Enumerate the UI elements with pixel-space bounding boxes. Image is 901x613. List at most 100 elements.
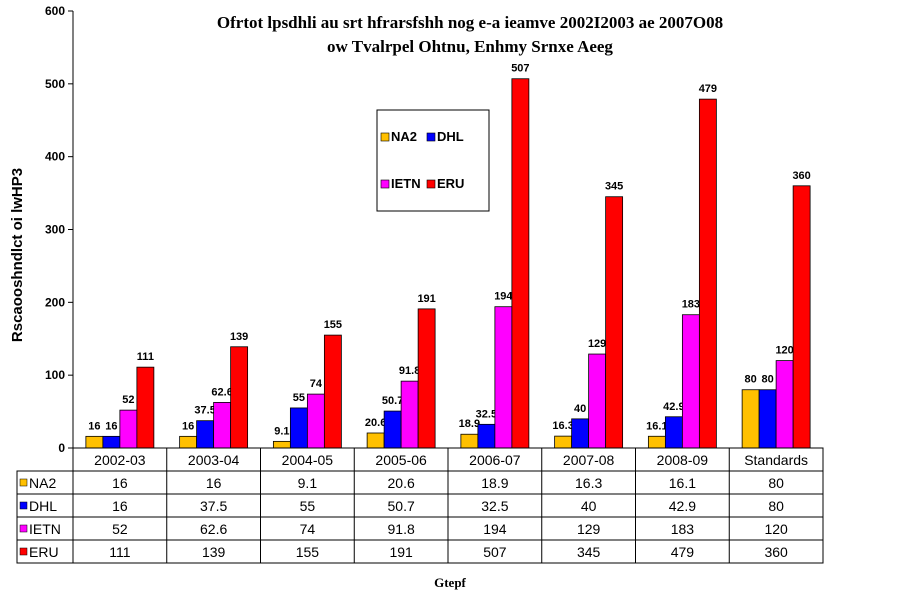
legend-label-eru: ERU bbox=[437, 176, 464, 191]
bar-eru-2 bbox=[323, 334, 342, 449]
data-label-dhl-5: 40 bbox=[574, 403, 586, 415]
y-tick-label: 0 bbox=[58, 441, 65, 455]
data-label-dhl-6: 42.9 bbox=[663, 401, 684, 413]
data-label-eru-7: 360 bbox=[792, 170, 810, 182]
bar-eru-4 bbox=[511, 78, 530, 449]
y-tick-label: 300 bbox=[45, 223, 65, 237]
data-label-ietn-1: 62.6 bbox=[211, 386, 232, 398]
x-tick-label: 2008-09 bbox=[657, 452, 709, 468]
bar-dhl-4 bbox=[477, 423, 496, 449]
x-tick-label: Standards bbox=[744, 452, 808, 468]
table-cell: 32.5 bbox=[481, 498, 508, 514]
data-label-eru-5: 345 bbox=[605, 181, 623, 193]
table-cell: 50.7 bbox=[388, 498, 415, 514]
data-label-dhl-4: 32.5 bbox=[476, 408, 497, 420]
x-tick-label: 2004-05 bbox=[282, 452, 334, 468]
data-label-dhl-7: 80 bbox=[762, 374, 774, 386]
legend-box bbox=[376, 109, 490, 212]
table-swatch-na2 bbox=[19, 478, 28, 487]
data-label-dhl-2: 55 bbox=[293, 392, 305, 404]
table-cell: 183 bbox=[671, 521, 695, 537]
bar-eru-7 bbox=[792, 185, 811, 449]
bar-na2-3 bbox=[366, 432, 385, 449]
table-cell: 479 bbox=[671, 544, 695, 560]
table-cell: 194 bbox=[483, 521, 507, 537]
table-cell: 18.9 bbox=[481, 475, 508, 491]
bar-na2-5 bbox=[554, 435, 573, 449]
bar-eru-3 bbox=[417, 308, 436, 449]
data-label-na2-4: 18.9 bbox=[459, 418, 480, 430]
table-cell: 42.9 bbox=[669, 498, 696, 514]
y-axis-label: Rscaooshndlct oi lwHP3 bbox=[9, 168, 26, 342]
bar-dhl-2 bbox=[289, 407, 308, 449]
data-label-eru-1: 139 bbox=[230, 331, 248, 343]
y-tick-label: 100 bbox=[45, 368, 65, 382]
table-cell: 16 bbox=[112, 498, 128, 514]
table-row-label-ietn: IETN bbox=[29, 521, 61, 537]
bar-dhl-7 bbox=[758, 389, 777, 449]
bar-na2-2 bbox=[272, 440, 291, 449]
data-label-na2-3: 20.6 bbox=[365, 417, 386, 429]
bar-na2-6 bbox=[647, 435, 666, 449]
bar-eru-5 bbox=[605, 196, 624, 449]
bar-ietn-2 bbox=[306, 393, 325, 449]
x-tick-label: 2005-06 bbox=[375, 452, 427, 468]
table-cell: 191 bbox=[389, 544, 413, 560]
bar-dhl-6 bbox=[664, 416, 683, 449]
x-tick-label: 2006-07 bbox=[469, 452, 521, 468]
data-label-eru-6: 479 bbox=[699, 83, 717, 95]
data-label-ietn-6: 183 bbox=[682, 299, 700, 311]
table-cell: 16.1 bbox=[669, 475, 696, 491]
bar-dhl-1 bbox=[196, 420, 215, 449]
bar-ietn-1 bbox=[213, 402, 232, 449]
legend-swatch-na2 bbox=[380, 132, 390, 142]
legend-label-ietn: IETN bbox=[391, 176, 421, 191]
data-label-na2-6: 16.1 bbox=[646, 420, 667, 432]
table-row-label-eru: ERU bbox=[29, 544, 59, 560]
table-cell: 52 bbox=[112, 521, 128, 537]
bar-ietn-6 bbox=[681, 314, 700, 449]
table-cell: 55 bbox=[300, 498, 316, 514]
y-tick-label: 600 bbox=[45, 4, 65, 18]
chart-title-line-2: ow Tvalrpel Ohtnu, Enhmy Srnxe Aeeg bbox=[327, 37, 613, 56]
data-label-na2-5: 16.3 bbox=[552, 420, 573, 432]
legend-swatch-ietn bbox=[380, 179, 390, 189]
x-tick-label: 2003-04 bbox=[188, 452, 240, 468]
x-tick-label: 2002-03 bbox=[94, 452, 146, 468]
bar-ietn-7 bbox=[775, 360, 794, 449]
data-label-eru-2: 155 bbox=[324, 319, 342, 331]
data-label-na2-2: 9.1 bbox=[274, 425, 289, 437]
legend-swatch-eru bbox=[426, 179, 436, 189]
bar-na2-1 bbox=[179, 435, 198, 449]
table-swatch-eru bbox=[19, 547, 28, 556]
table-cell: 360 bbox=[764, 544, 788, 560]
data-label-ietn-7: 120 bbox=[775, 345, 793, 357]
table-cell: 20.6 bbox=[388, 475, 415, 491]
data-label-ietn-0: 52 bbox=[122, 394, 134, 406]
table-cell: 62.6 bbox=[200, 521, 227, 537]
data-label-na2-0: 16 bbox=[88, 420, 100, 432]
table-swatch-ietn bbox=[19, 524, 28, 533]
table-cell: 40 bbox=[581, 498, 597, 514]
bar-eru-6 bbox=[698, 98, 717, 449]
data-label-dhl-1: 37.5 bbox=[194, 405, 215, 417]
table-cell: 111 bbox=[109, 544, 130, 560]
data-label-eru-4: 507 bbox=[511, 63, 529, 75]
table-cell: 91.8 bbox=[388, 521, 415, 537]
bar-ietn-3 bbox=[400, 380, 419, 449]
table-cell: 16 bbox=[206, 475, 222, 491]
table-cell: 507 bbox=[483, 544, 507, 560]
bar-na2-0 bbox=[85, 435, 104, 449]
table-cell: 37.5 bbox=[200, 498, 227, 514]
bar-dhl-0 bbox=[102, 435, 121, 449]
table-row-label-na2: NA2 bbox=[29, 475, 56, 491]
bar-eru-1 bbox=[230, 346, 249, 449]
data-label-ietn-2: 74 bbox=[310, 378, 323, 390]
data-label-dhl-0: 16 bbox=[105, 420, 117, 432]
x-axis-label: Gtepf bbox=[434, 575, 466, 590]
data-label-dhl-3: 50.7 bbox=[382, 395, 403, 407]
table-cell: 120 bbox=[764, 521, 788, 537]
table-row-label-dhl: DHL bbox=[29, 498, 57, 514]
